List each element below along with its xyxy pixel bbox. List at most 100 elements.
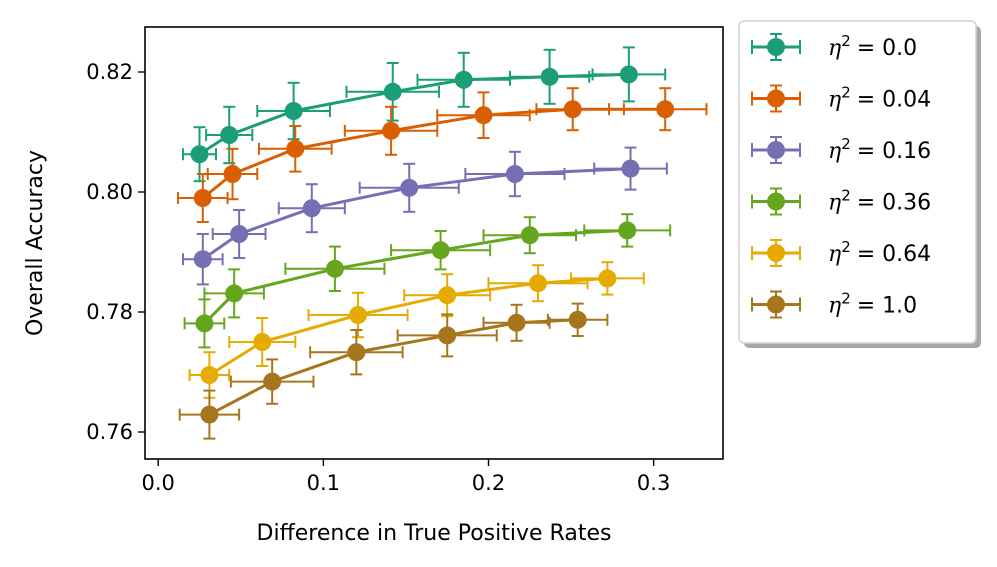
series xyxy=(177,87,708,223)
series xyxy=(181,46,667,183)
data-point xyxy=(347,343,366,362)
y-axis: 0.76 0.78 0.80 0.82 xyxy=(86,60,145,444)
y-tick-label: 0.78 xyxy=(86,300,133,324)
series-line xyxy=(201,167,631,261)
legend-value: = 0.0 xyxy=(857,36,917,61)
data-point xyxy=(349,306,368,324)
data-point xyxy=(230,225,249,243)
legend-label: η2 = 0.04 xyxy=(828,84,931,113)
data-point xyxy=(520,226,539,245)
legend-entry: η2 = 0.16 xyxy=(751,135,931,164)
legend-value: = 0.04 xyxy=(857,88,931,113)
data-point xyxy=(325,259,344,278)
series-line xyxy=(203,228,628,325)
legend-symbol: η xyxy=(828,36,841,61)
series xyxy=(183,213,672,349)
data-point xyxy=(568,310,587,329)
y-tick-label: 0.80 xyxy=(86,180,133,204)
data-point xyxy=(263,372,282,391)
legend-marker xyxy=(767,295,785,314)
legend-marker xyxy=(767,89,785,108)
legend-label: η2 = 0.0 xyxy=(828,32,917,61)
data-point xyxy=(438,326,457,345)
data-point xyxy=(223,165,242,183)
x-tick-label: 0.1 xyxy=(307,471,340,495)
data-point xyxy=(220,126,239,144)
series-line xyxy=(208,276,608,377)
legend-value: = 0.36 xyxy=(857,191,931,216)
legend-symbol: η xyxy=(828,88,841,113)
y-tick-label: 0.76 xyxy=(86,420,133,444)
legend-superscript: 2 xyxy=(841,290,851,308)
data-point xyxy=(598,269,617,288)
data-point xyxy=(383,82,402,101)
legend-entry: η2 = 0.0 xyxy=(751,32,917,61)
legend-value: = 0.64 xyxy=(857,242,931,267)
y-tick-label: 0.82 xyxy=(86,60,133,84)
legend-entry: η2 = 1.0 xyxy=(751,290,917,319)
data-point xyxy=(474,106,493,125)
x-tick-label: 0.2 xyxy=(472,471,505,495)
series xyxy=(178,302,609,440)
data-point xyxy=(619,65,638,84)
x-tick-label: 0.0 xyxy=(142,471,175,495)
data-point xyxy=(200,366,219,384)
x-axis: 0.0 0.1 0.2 0.3 xyxy=(142,459,670,495)
data-point xyxy=(195,314,214,333)
data-point xyxy=(286,139,305,158)
series xyxy=(188,261,645,399)
data-point xyxy=(382,121,401,140)
data-point xyxy=(225,284,244,303)
legend-entry: η2 = 0.36 xyxy=(751,187,931,216)
data-point xyxy=(431,241,450,260)
data-point xyxy=(540,67,559,86)
data-point xyxy=(563,100,582,119)
legend-entry: η2 = 0.64 xyxy=(751,238,931,267)
legend-label: η2 = 0.16 xyxy=(828,135,931,164)
legend-entry: η2 = 0.04 xyxy=(751,84,931,113)
legend-superscript: 2 xyxy=(841,84,851,102)
data-point xyxy=(454,70,473,89)
legend-marker xyxy=(767,141,785,159)
legend-symbol: η xyxy=(828,242,841,267)
legend-symbol: η xyxy=(828,294,841,319)
data-point xyxy=(284,102,303,120)
data-point xyxy=(400,178,419,197)
legend-marker xyxy=(767,192,785,211)
legend-frame xyxy=(738,20,977,344)
legend-marker xyxy=(767,244,785,262)
data-point xyxy=(193,189,212,207)
legend-superscript: 2 xyxy=(841,238,851,256)
legend-superscript: 2 xyxy=(841,135,851,153)
series-line xyxy=(198,72,629,156)
data-point xyxy=(193,250,212,269)
legend-superscript: 2 xyxy=(841,32,851,50)
data-point xyxy=(618,221,637,240)
legend-symbol: η xyxy=(828,191,841,216)
data-point xyxy=(507,313,526,332)
data-point xyxy=(302,199,321,218)
data-point xyxy=(656,100,675,119)
data-point xyxy=(505,165,524,183)
legend-label: η2 = 0.36 xyxy=(828,187,931,216)
x-tick-label: 0.3 xyxy=(637,471,670,495)
legend-value: = 1.0 xyxy=(857,294,917,319)
legend-label: η2 = 1.0 xyxy=(828,290,917,319)
plot-area xyxy=(177,46,708,440)
data-point xyxy=(438,286,457,305)
legend-symbol: η xyxy=(828,139,841,164)
legend-superscript: 2 xyxy=(841,187,851,205)
legend-value: = 0.16 xyxy=(857,139,931,164)
y-axis-label: Overall Accuracy xyxy=(23,150,48,336)
x-axis-label: Difference in True Positive Rates xyxy=(257,521,612,546)
legend-label: η2 = 0.64 xyxy=(828,238,931,267)
data-point xyxy=(621,159,640,178)
data-point xyxy=(253,333,272,351)
data-point xyxy=(529,274,548,293)
axes-frame xyxy=(144,26,724,460)
series xyxy=(181,146,668,286)
legend-marker xyxy=(767,38,785,56)
data-point xyxy=(190,145,209,164)
